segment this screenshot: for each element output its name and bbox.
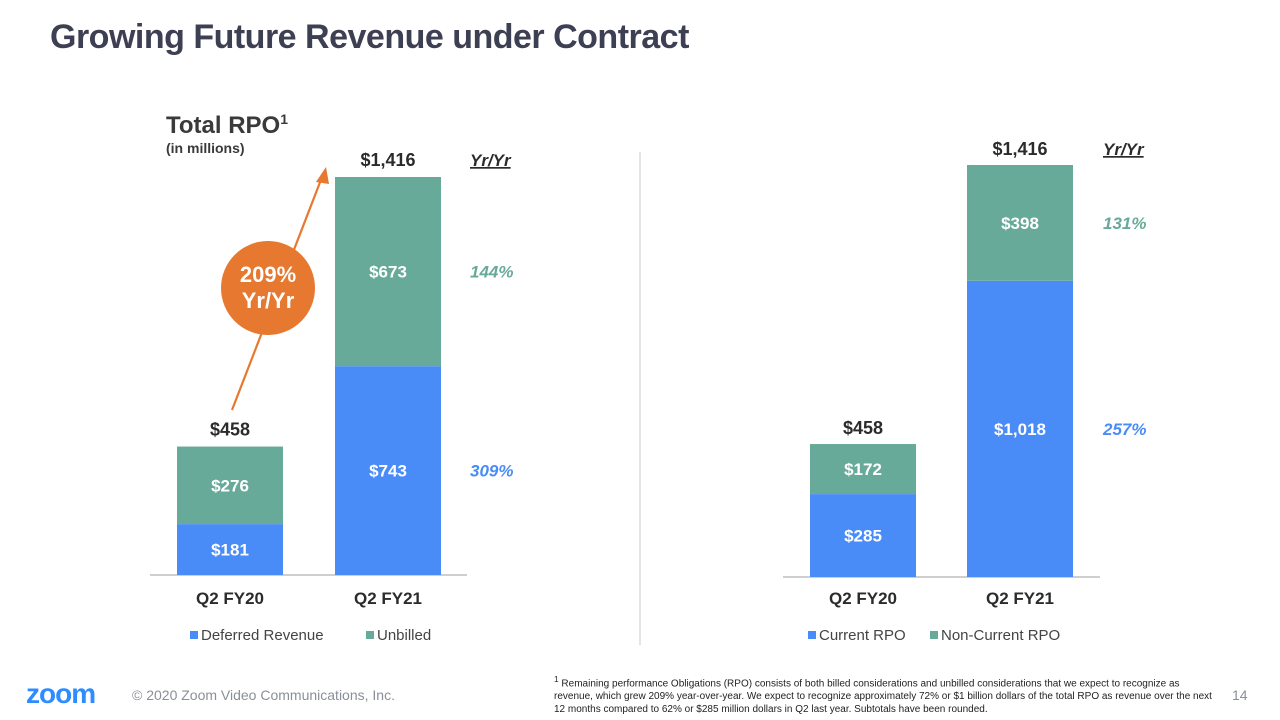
chart2-category-q2-fy21: Q2 FY21 <box>986 589 1054 608</box>
chart1-yoy-unbilled: 144% <box>470 263 513 282</box>
chart2-label-non-current-rpo-q2-fy20: $172 <box>844 460 882 479</box>
chart2-total-q2-fy20: $458 <box>843 418 883 438</box>
copyright-text: © 2020 Zoom Video Communications, Inc. <box>132 687 395 703</box>
chart2-bar-non-current-rpo-q2-fy20 <box>810 444 916 495</box>
chart2-legend-swatch-current-rpo <box>808 631 816 639</box>
chart1-legend-label-deferred-revenue: Deferred Revenue <box>201 627 324 644</box>
chart2-bar-non-current-rpo-q2-fy21 <box>967 165 1073 281</box>
chart1-title-superscript: 1 <box>280 111 288 127</box>
chart1-yoy-header: Yr/Yr <box>470 151 512 170</box>
chart1-growth-callout-label: Yr/Yr <box>242 288 295 313</box>
chart2-bar-current-rpo-q2-fy20 <box>810 494 916 577</box>
footnote-marker: 1 <box>554 674 559 684</box>
chart2-category-q2-fy20: Q2 FY20 <box>829 589 897 608</box>
page-title: Growing Future Revenue under Contract <box>50 18 689 56</box>
chart2-label-non-current-rpo-q2-fy21: $398 <box>1001 214 1039 233</box>
chart2-label-current-rpo-q2-fy20: $285 <box>844 527 882 546</box>
chart1-bar-deferred-revenue-q2-fy20 <box>177 524 283 575</box>
chart2-yoy-current-rpo: 257% <box>1102 420 1146 439</box>
chart1-total-q2-fy21: $1,416 <box>360 150 415 170</box>
chart1-subtitle: (in millions) <box>166 140 245 156</box>
chart1-legend-swatch-deferred-revenue <box>190 631 198 639</box>
chart1-label-unbilled-q2-fy20: $276 <box>211 476 249 495</box>
chart1-label-deferred-revenue-q2-fy20: $181 <box>211 541 249 560</box>
chart2-bar-current-rpo-q2-fy21 <box>967 280 1073 577</box>
chart1-category-q2-fy21: Q2 FY21 <box>354 589 422 608</box>
chart1-growth-callout-value: 209% <box>240 262 296 287</box>
chart1-growth-callout-circle <box>221 241 315 335</box>
chart2-label-current-rpo-q2-fy21: $1,018 <box>994 420 1046 439</box>
chart1-category-q2-fy20: Q2 FY20 <box>196 589 264 608</box>
chart1-label-unbilled-q2-fy21: $673 <box>369 263 407 282</box>
chart2-legend-label-non-current-rpo: Non-Current RPO <box>941 627 1060 644</box>
chart1-yoy-deferred-revenue: 309% <box>470 462 513 481</box>
rpo-footnote: 1 Remaining performance Obligations (RPO… <box>554 673 1218 716</box>
chart2-legend-swatch-non-current-rpo <box>930 631 938 639</box>
chart1-title: Total RPO1 <box>166 111 288 139</box>
chart1-legend-label-unbilled: Unbilled <box>377 627 431 644</box>
chart2-legend-label-current-rpo: Current RPO <box>819 627 906 644</box>
chart1-bar-unbilled-q2-fy21 <box>335 177 441 367</box>
chart2-yoy-non-current-rpo: 131% <box>1103 214 1146 233</box>
chart1-label-deferred-revenue-q2-fy21: $743 <box>369 462 407 481</box>
chart2-yoy-header: Yr/Yr <box>1103 140 1145 159</box>
chart2-total-q2-fy21: $1,416 <box>992 139 1047 159</box>
chart1-growth-arrow-head <box>316 167 329 184</box>
chart1-legend-swatch-unbilled <box>366 631 374 639</box>
zoom-logo: zoom <box>26 678 96 709</box>
footnote-text: Remaining performance Obligations (RPO) … <box>554 678 1212 716</box>
page-number: 14 <box>1232 687 1248 703</box>
chart1-total-q2-fy20: $458 <box>210 420 250 440</box>
chart1-bar-deferred-revenue-q2-fy21 <box>335 366 441 575</box>
chart1-bar-unbilled-q2-fy20 <box>177 446 283 525</box>
